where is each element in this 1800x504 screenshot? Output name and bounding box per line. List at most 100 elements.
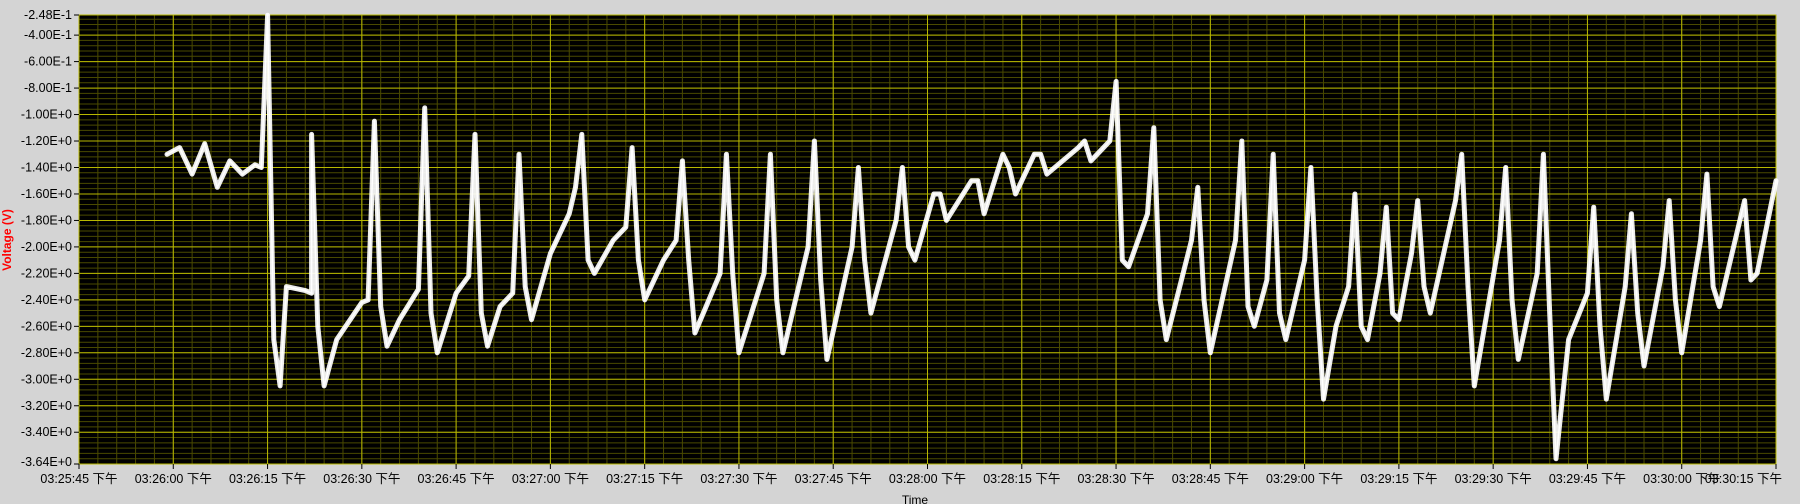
trace-point — [1605, 397, 1608, 401]
trace-point — [674, 239, 678, 242]
trace-point — [1272, 153, 1275, 156]
trace-point — [1246, 305, 1250, 308]
trace-point — [970, 179, 973, 182]
trace-point — [945, 219, 948, 222]
trace-point — [775, 298, 778, 302]
x-axis-ticks: 03:25:45 下午 03:26:00 下午 03:26:15 下午 03:26:3… — [40, 464, 1782, 486]
trace-point — [857, 166, 860, 169]
trace-point — [511, 292, 514, 295]
trace-point — [1743, 199, 1746, 202]
trace-point — [1284, 338, 1288, 341]
x-tick-label: 03:30:00 下午 — [1643, 472, 1720, 486]
y-tick-label: -3.20E+0 — [21, 399, 72, 413]
trace-point — [517, 153, 521, 156]
trace-point — [593, 272, 596, 275]
y-tick-label: -2.20E+0 — [21, 266, 72, 280]
trace-point — [762, 272, 766, 275]
trace-point — [1517, 358, 1520, 361]
y-tick-label: -2.00E+0 — [21, 240, 72, 254]
trace-point — [637, 258, 640, 262]
trace-point — [1347, 285, 1350, 288]
trace-point — [398, 318, 401, 321]
x-tick-label: 03:28:30 下午 — [1077, 472, 1154, 486]
trace-point — [1089, 159, 1093, 163]
trace-point — [769, 153, 772, 156]
trace-point — [480, 311, 483, 315]
trace-point — [1202, 298, 1206, 302]
y-tick-label: -3.64E+0 — [21, 455, 72, 469]
trace-point — [1737, 225, 1740, 229]
y-tick-label: -3.40E+0 — [21, 425, 72, 439]
trace-point — [825, 358, 829, 361]
trace-point — [819, 278, 822, 282]
trace-point — [624, 225, 627, 229]
trace-point — [1422, 285, 1426, 288]
y-tick-label: -1.20E+0 — [21, 134, 72, 148]
trace-point — [1774, 179, 1778, 182]
trace-point — [1718, 305, 1721, 308]
x-tick-label: 03:27:45 下午 — [795, 472, 872, 486]
trace-point — [322, 384, 326, 388]
trace-point — [1265, 278, 1269, 282]
y-tick-label: -1.80E+0 — [21, 213, 72, 227]
trace-point — [1636, 311, 1639, 315]
trace-point — [1705, 172, 1709, 176]
trace-point — [360, 301, 363, 304]
trace-point — [938, 192, 942, 196]
trace-point — [285, 285, 288, 288]
trace-point — [586, 258, 590, 262]
x-tick-label: 03:29:30 下午 — [1455, 472, 1532, 486]
trace-point — [643, 298, 646, 302]
y-axis-ticks: -2.48E-1 -4.00E-1 -6.00E-1 -8.00E-1 -1.00E+0… — [21, 8, 79, 469]
y-tick-label: -1.60E+0 — [21, 187, 72, 201]
trace-point — [1334, 325, 1338, 328]
trace-point — [1699, 239, 1702, 242]
trace-point — [1077, 146, 1080, 149]
x-tick-label: 03:28:45 下午 — [1172, 472, 1249, 486]
trace-point — [850, 245, 854, 249]
trace-point — [228, 159, 231, 163]
trace-point — [863, 258, 866, 262]
trace-point — [1504, 166, 1507, 169]
y-tick-label: -2.48E-1 — [24, 8, 72, 22]
trace-point — [1749, 278, 1753, 282]
trace-point — [1548, 311, 1551, 315]
trace-point — [1466, 285, 1470, 288]
trace-point — [718, 272, 722, 275]
trace-point — [373, 120, 376, 123]
trace-point — [1416, 199, 1419, 202]
trace-point — [1014, 192, 1017, 196]
trace-point — [266, 14, 269, 17]
trace-point — [1366, 338, 1369, 341]
trace-point — [731, 272, 734, 275]
trace-point — [1253, 325, 1256, 328]
trace-point — [725, 153, 728, 156]
trace-point — [423, 106, 426, 110]
trace-point — [1410, 252, 1413, 255]
trace-point — [498, 305, 502, 308]
trace-point — [913, 258, 917, 262]
trace-point — [580, 133, 583, 136]
trace-point — [1460, 153, 1463, 156]
x-tick-label: 03:27:15 下午 — [606, 472, 683, 486]
trace-point — [1001, 153, 1005, 156]
trace-point — [310, 133, 313, 136]
trace-point — [662, 258, 665, 262]
trace-point — [1152, 126, 1156, 129]
x-tick-label: 03:27:00 下午 — [512, 472, 589, 486]
trace-point — [1209, 351, 1212, 354]
trace-point — [1661, 265, 1665, 268]
trace-point — [1642, 364, 1646, 368]
trace-point — [417, 288, 420, 291]
trace-point — [366, 298, 370, 302]
trace-point — [1322, 397, 1325, 401]
trace-point — [693, 331, 697, 335]
trace-point — [781, 351, 785, 354]
y-axis-title: Voltage (V) — [0, 209, 14, 271]
x-tick-label: 03:26:15 下午 — [229, 472, 306, 486]
trace-point — [630, 146, 634, 149]
x-tick-label: 03:29:00 下午 — [1266, 472, 1343, 486]
trace-point — [1385, 206, 1388, 209]
